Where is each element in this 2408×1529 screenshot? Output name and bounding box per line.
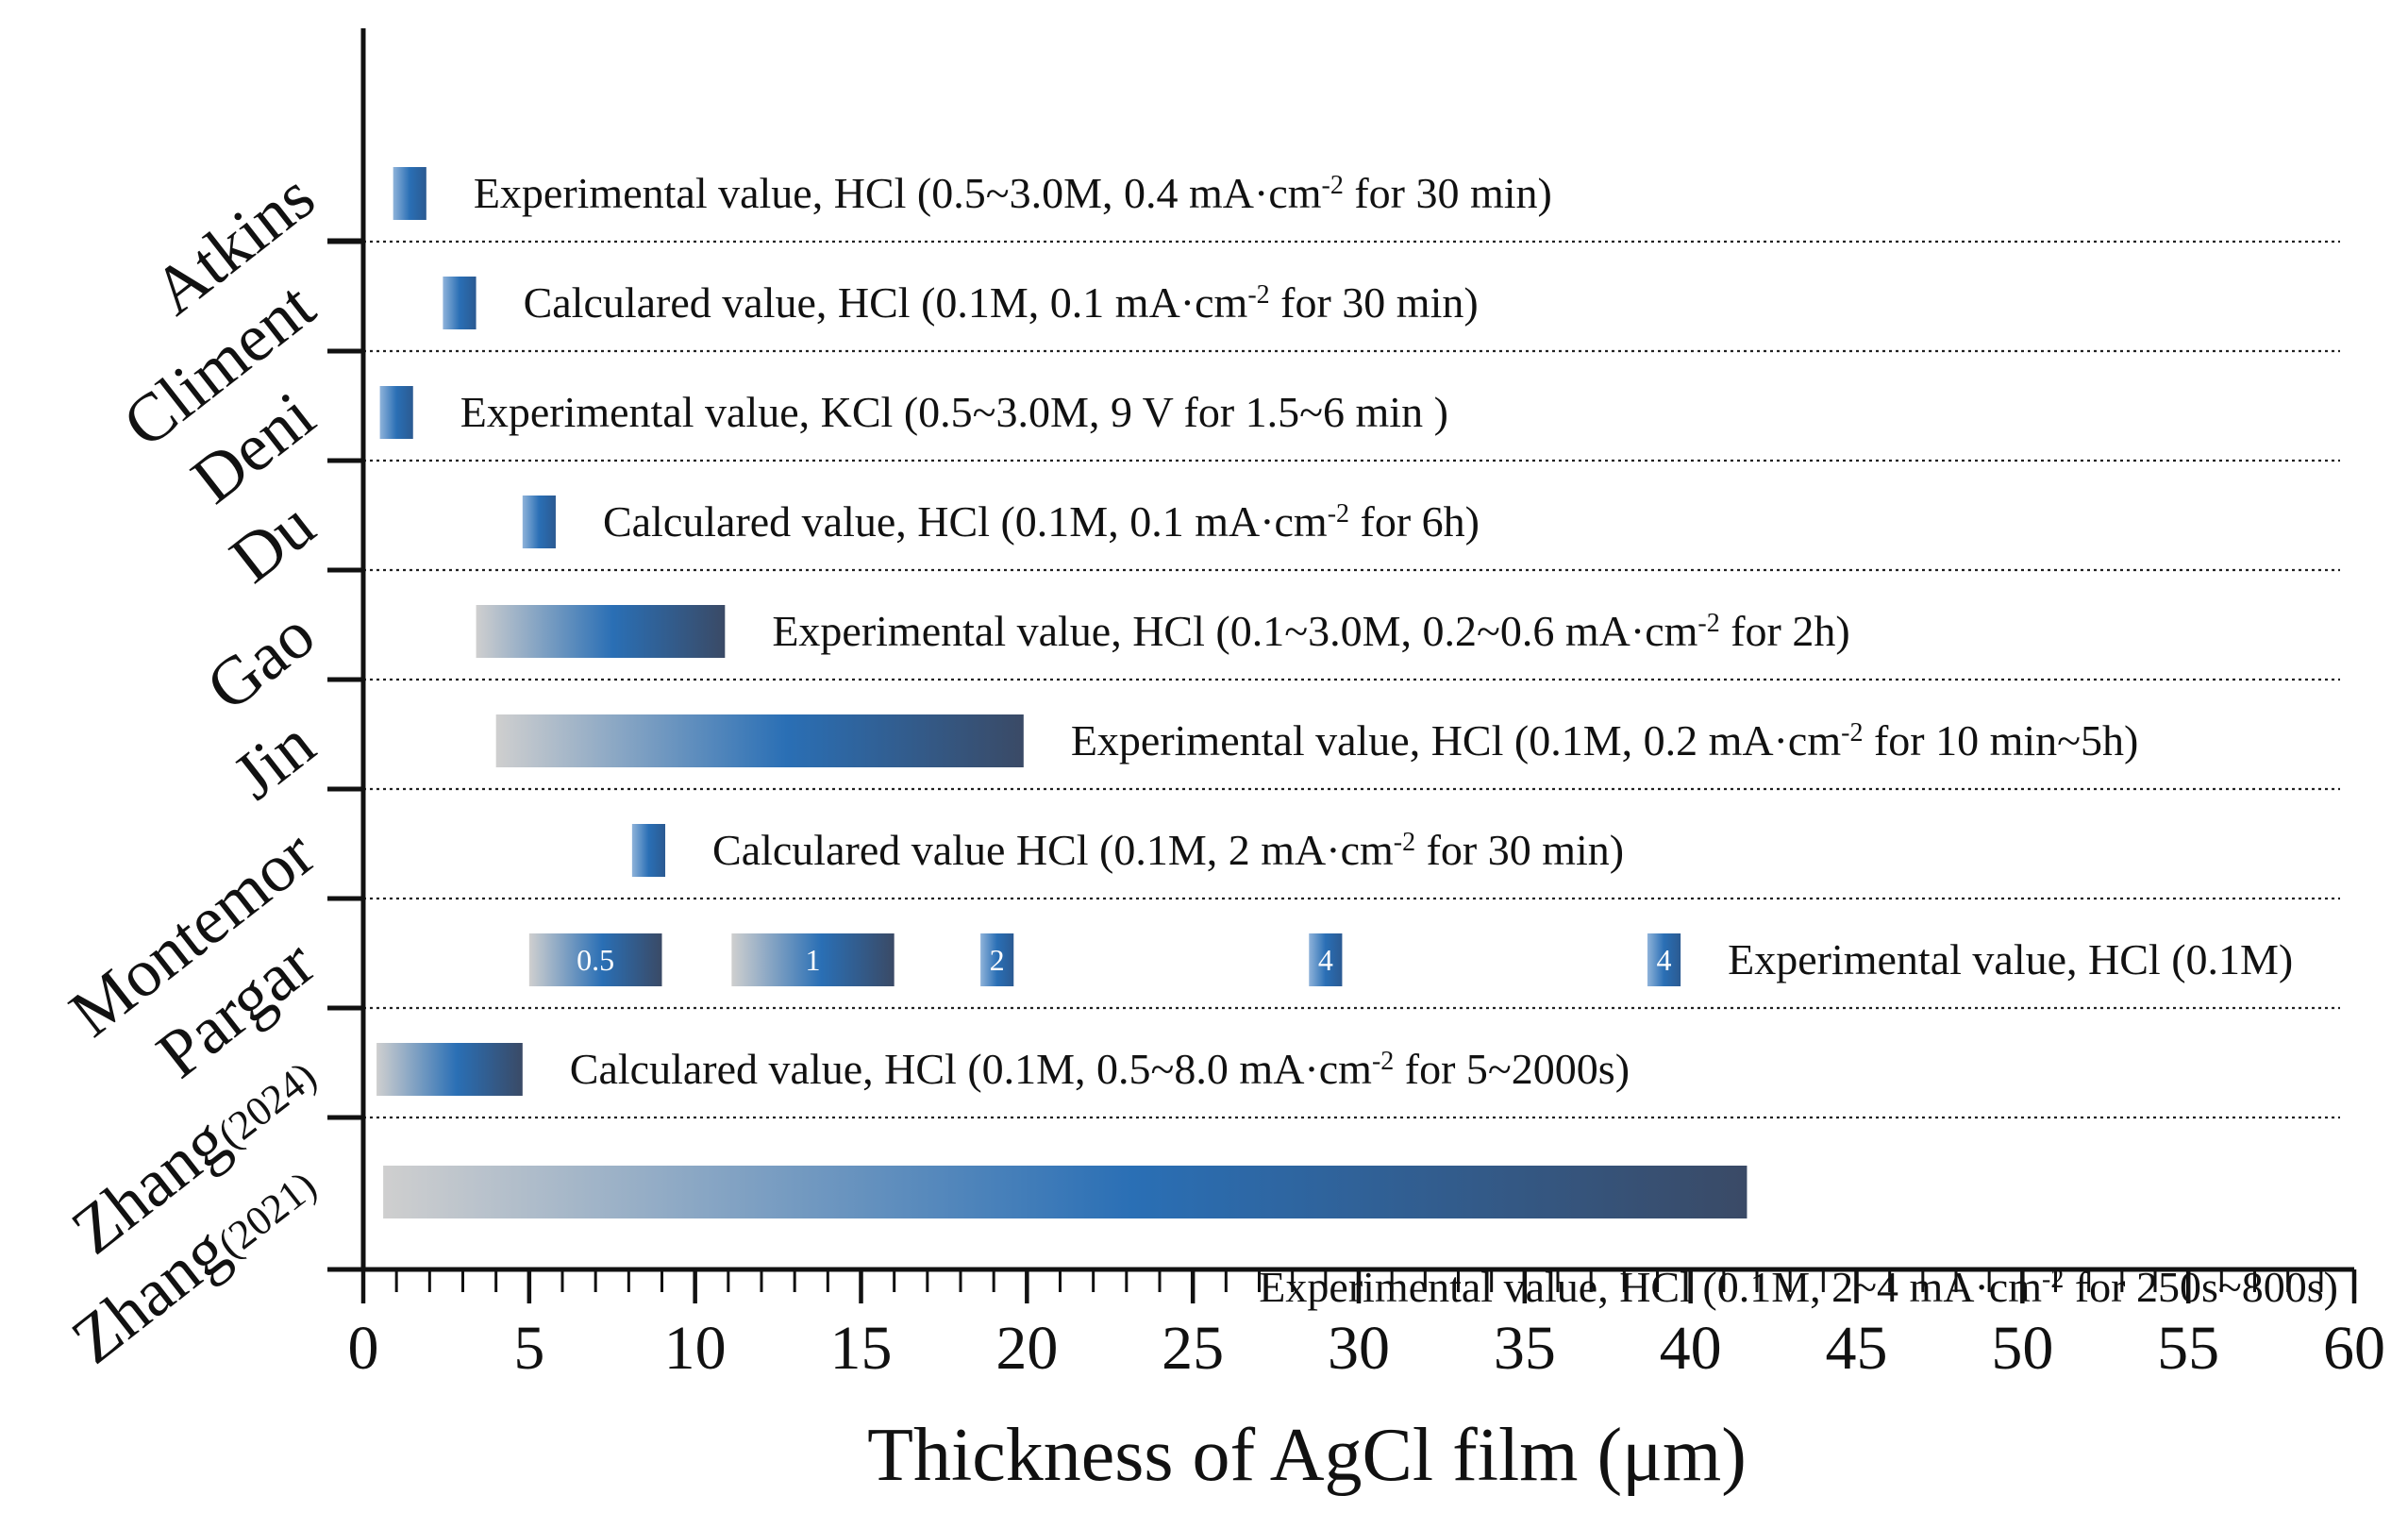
bar-value-label: 2 <box>990 943 1005 977</box>
bar-value-label: 0.5 <box>577 943 614 977</box>
row-annotation: Experimental value, KCl (0.5~3.0M, 9 V f… <box>460 388 1448 436</box>
row-annotation: Experimental value, HCl (0.1M) <box>1728 935 2293 983</box>
x-tick-label: 25 <box>1162 1314 1224 1383</box>
axes: 0 5 10 15 20 25 30 35 40 45 50 55 60 <box>327 28 2385 1383</box>
x-tick-label: 10 <box>664 1314 727 1383</box>
row-annotation: Calculared value, HCl (0.1M, 0.5~8.0 mA·… <box>570 1045 1630 1093</box>
x-tick-label: 45 <box>1826 1314 1888 1383</box>
range-bar <box>731 933 895 986</box>
range-bars: 0.5 1 2 4 4 <box>376 167 1747 1218</box>
range-bar <box>1309 933 1343 986</box>
range-bar <box>631 824 666 877</box>
row-annotation: Calculared value, HCl (0.1M, 0.1 mA·cm-2… <box>524 278 1479 327</box>
range-bar <box>528 933 662 986</box>
row-labels: AtkinsClimentDeniDuGaoJinMontemorPargarZ… <box>56 159 328 1379</box>
range-bar <box>476 605 726 658</box>
row-annotation: Experimental value, HCl (0.1M, 0.2 mA·cm… <box>1071 716 2139 764</box>
range-bar <box>522 496 556 548</box>
x-tick-label: 30 <box>1328 1314 1390 1383</box>
range-bar <box>376 1043 523 1096</box>
row-annotation: Experimental value, HCl (0.5~3.0M, 0.4 m… <box>474 169 1552 217</box>
x-tick-label: 5 <box>513 1314 544 1383</box>
row-separators <box>363 240 2340 1119</box>
x-tick-label: 40 <box>1660 1314 1722 1383</box>
bar-value-label: 1 <box>806 943 821 977</box>
x-tick-label: 55 <box>2157 1314 2219 1383</box>
bar-value-label: 4 <box>1318 943 1333 977</box>
range-bar <box>980 933 1014 986</box>
row-annotation: Calculared value HCl (0.1M, 2 mA·cm-2 fo… <box>712 826 1624 874</box>
range-bar <box>379 386 413 439</box>
row-annotation: Experimental value, HCl (0.1M, 2~4 mA·cm… <box>1259 1263 2338 1311</box>
x-tick-label: 15 <box>830 1314 893 1383</box>
x-tick-label: 35 <box>1494 1314 1556 1383</box>
range-bar <box>495 714 1024 767</box>
range-bar <box>383 1166 1747 1218</box>
range-bar <box>443 277 477 329</box>
row-label: Gao <box>192 596 328 726</box>
x-tick-label: 20 <box>995 1314 1058 1383</box>
range-bar <box>393 167 426 220</box>
range-bar <box>1647 933 1681 986</box>
x-axis-title: Thickness of AgCl film (μm) <box>867 1414 1747 1497</box>
x-tick-label: 60 <box>2323 1314 2385 1383</box>
x-tick-label: 50 <box>1991 1314 2053 1383</box>
row-annotation: Experimental value, HCl (0.1~3.0M, 0.2~0… <box>772 607 1849 655</box>
bar-value-label: 4 <box>1657 943 1672 977</box>
row-annotations: Experimental value, HCl (0.5~3.0M, 0.4 m… <box>460 169 2338 1311</box>
x-tick-label: 0 <box>348 1314 379 1383</box>
row-annotation: Calculared value, HCl (0.1M, 0.1 mA·cm-2… <box>603 497 1480 546</box>
